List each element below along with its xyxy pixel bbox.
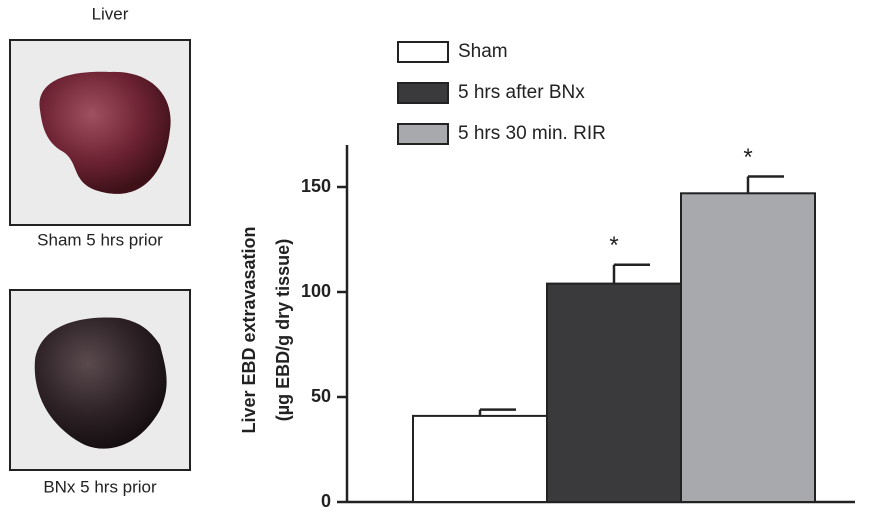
y-axis-label: (µg EBD/g dry tissue) (273, 239, 293, 421)
significance-mark: * (609, 232, 618, 259)
bar (681, 193, 815, 502)
legend-swatch (398, 42, 448, 62)
legend-label: Sham (458, 41, 508, 62)
legend-label: 5 hrs after BNx (458, 82, 585, 103)
y-tick-label: 50 (311, 386, 331, 406)
photo-caption: Sham 5 hrs prior (37, 230, 163, 249)
bar (547, 284, 681, 502)
figure: Liver Sham 5 hrs prior BNx 5 hrs prior 0… (0, 0, 875, 512)
legend-swatch (398, 83, 448, 103)
photo (10, 290, 190, 470)
bar (413, 416, 547, 502)
y-tick-label: 100 (301, 281, 331, 301)
y-axis-label: Liver EBD extravasation (239, 226, 259, 433)
photo (10, 40, 190, 225)
y-tick-label: 0 (321, 491, 331, 511)
legend-label: 5 hrs 30 min. RIR (458, 123, 606, 144)
panel-title: Liver (92, 4, 129, 23)
legend-swatch (398, 124, 448, 144)
significance-mark: * (743, 144, 752, 171)
y-tick-label: 150 (301, 176, 331, 196)
photo-caption: BNx 5 hrs prior (43, 477, 157, 496)
